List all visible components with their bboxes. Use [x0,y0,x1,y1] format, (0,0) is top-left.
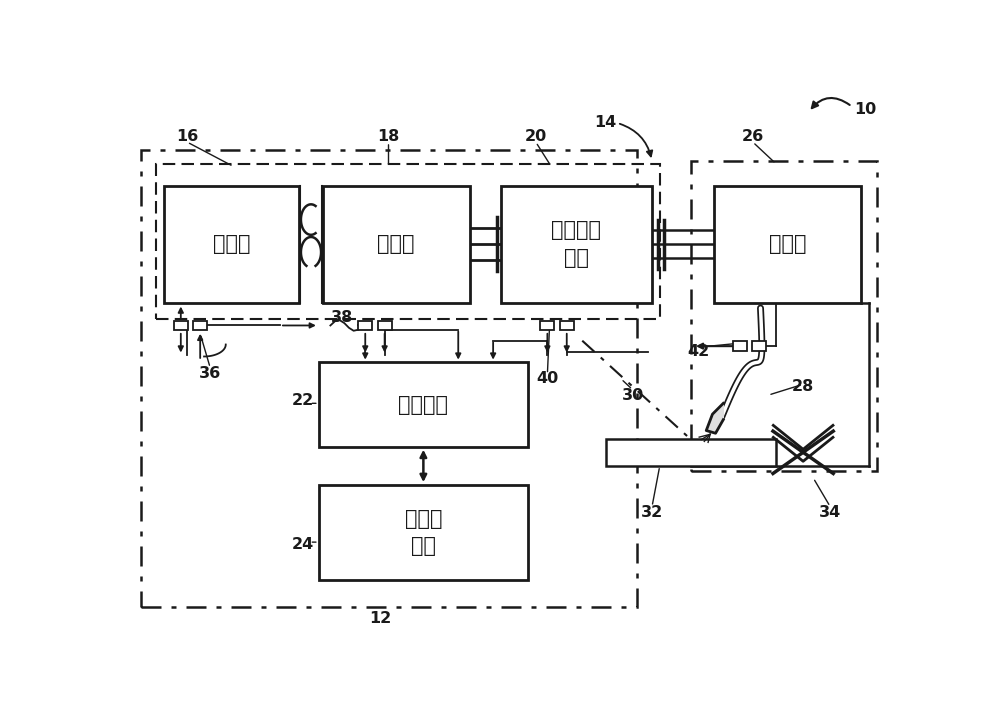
Text: 20: 20 [525,129,547,144]
Text: 操作者: 操作者 [405,509,442,529]
FancyBboxPatch shape [752,341,766,351]
Text: 40: 40 [536,371,558,386]
Text: 32: 32 [641,505,663,520]
Text: 送丝机: 送丝机 [769,234,806,254]
Text: 42: 42 [687,344,710,359]
Text: 10: 10 [854,102,876,117]
FancyBboxPatch shape [174,320,188,330]
FancyBboxPatch shape [193,320,207,330]
FancyBboxPatch shape [358,320,372,330]
Text: 电路: 电路 [564,247,589,268]
Text: 26: 26 [742,129,764,144]
FancyBboxPatch shape [319,485,528,580]
FancyBboxPatch shape [714,185,861,303]
Text: 34: 34 [819,505,841,520]
FancyBboxPatch shape [540,320,554,330]
Text: 界面: 界面 [411,536,436,556]
Text: 24: 24 [292,537,314,552]
Polygon shape [706,403,723,433]
Text: 22: 22 [292,393,314,408]
Text: 发电机: 发电机 [378,234,415,254]
FancyBboxPatch shape [164,185,299,303]
Text: 18: 18 [377,129,400,144]
Text: 28: 28 [792,380,814,395]
Text: 12: 12 [370,611,392,626]
Text: 电力调制: 电力调制 [551,221,601,240]
FancyBboxPatch shape [606,438,776,466]
Text: 发动机: 发动机 [213,234,250,254]
Text: 36: 36 [199,366,221,381]
Text: 38: 38 [331,310,353,325]
Text: 30: 30 [622,387,644,403]
Text: 16: 16 [176,129,198,144]
FancyBboxPatch shape [323,185,470,303]
Text: 控制电路: 控制电路 [398,395,448,415]
FancyBboxPatch shape [560,320,574,330]
FancyBboxPatch shape [501,185,652,303]
Text: 14: 14 [594,115,617,131]
FancyBboxPatch shape [733,341,747,351]
FancyBboxPatch shape [319,363,528,447]
FancyBboxPatch shape [378,320,392,330]
